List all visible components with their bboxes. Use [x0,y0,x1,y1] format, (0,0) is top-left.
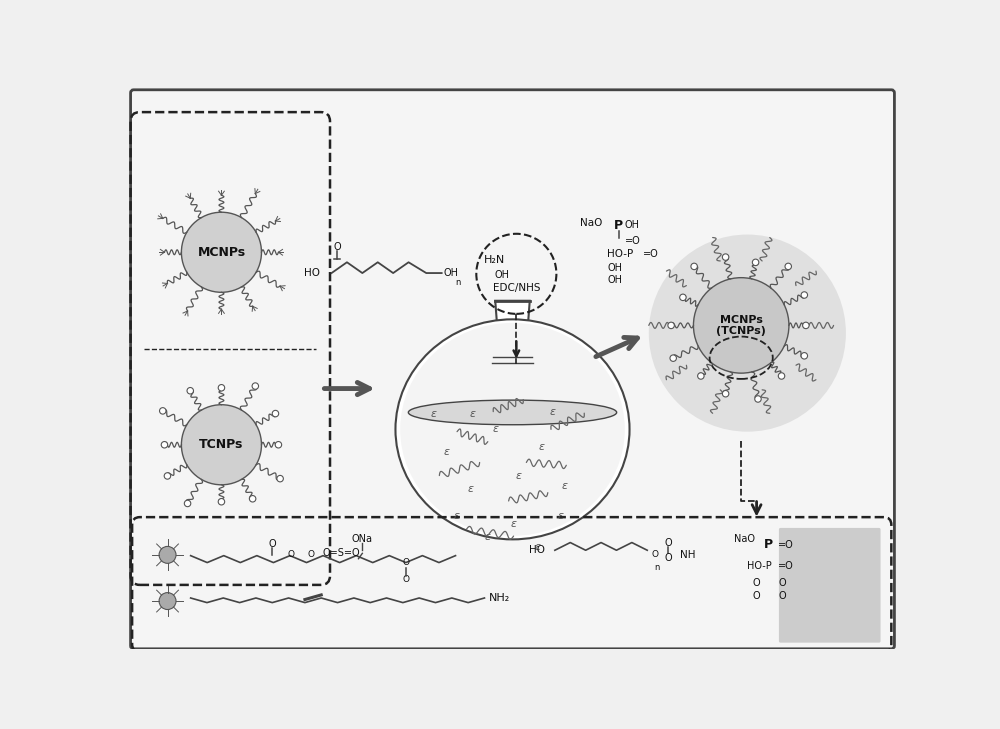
Circle shape [164,472,171,479]
Circle shape [249,496,256,502]
Circle shape [778,373,785,379]
Circle shape [680,294,686,300]
Circle shape [277,475,283,482]
Text: =O: =O [778,561,794,571]
Text: O: O [403,558,410,567]
Text: ε: ε [467,483,473,494]
Circle shape [801,292,808,298]
Text: HO: HO [529,545,545,555]
Text: NH₂: NH₂ [489,593,510,603]
Circle shape [181,212,261,292]
Text: =O: =O [625,235,641,246]
Ellipse shape [408,400,617,425]
Text: ε: ε [493,424,499,434]
Text: ε: ε [557,511,563,521]
FancyBboxPatch shape [779,528,881,643]
Text: OH: OH [443,268,458,278]
Text: NaO: NaO [734,534,755,545]
Text: O: O [651,550,658,559]
Circle shape [272,410,279,417]
Circle shape [785,263,791,270]
Text: EDC/NHS: EDC/NHS [493,283,540,292]
Circle shape [755,396,761,402]
Circle shape [752,259,759,265]
Text: ε: ε [511,519,517,529]
Text: MCNPs: MCNPs [197,246,246,259]
Text: =O: =O [643,249,659,259]
Circle shape [218,384,225,391]
Circle shape [218,499,225,505]
Text: HO-P: HO-P [747,561,772,571]
Text: MCNPs
(TCNPs): MCNPs (TCNPs) [716,315,766,336]
Text: ε: ε [454,511,460,521]
Text: O: O [403,575,410,584]
Circle shape [275,442,282,448]
Text: ε: ε [444,448,450,458]
Text: NaO: NaO [580,218,603,228]
Ellipse shape [400,323,625,536]
Circle shape [184,500,191,507]
Text: ε: ε [516,470,522,480]
Text: ε: ε [485,532,491,542]
Circle shape [803,322,809,329]
Circle shape [670,355,676,362]
Text: ε: ε [534,542,540,552]
Text: ε: ε [539,442,545,452]
Circle shape [159,547,176,564]
Text: O: O [778,591,786,601]
Circle shape [801,353,808,359]
Circle shape [252,383,259,389]
Text: ε: ε [469,409,475,419]
Text: O: O [664,553,672,563]
FancyBboxPatch shape [131,90,894,649]
Text: HO-P: HO-P [607,249,633,259]
Text: OH: OH [625,220,640,230]
Text: ε: ε [562,480,568,491]
Text: P: P [614,219,623,232]
Text: =O: =O [778,540,794,550]
Circle shape [649,235,846,432]
Text: OH: OH [607,262,622,273]
Circle shape [698,373,704,379]
Text: P: P [764,538,773,551]
Circle shape [160,408,166,414]
Text: n: n [655,564,660,572]
Ellipse shape [395,319,630,539]
Circle shape [187,388,193,394]
Circle shape [691,263,697,270]
Circle shape [668,322,674,329]
Text: NH: NH [680,550,696,560]
Text: O: O [778,578,786,588]
Circle shape [722,254,729,260]
Text: O: O [307,550,314,559]
Text: OH: OH [495,270,510,281]
Text: n: n [455,278,460,286]
Text: ε: ε [431,409,437,419]
Circle shape [159,593,176,609]
Text: ONa: ONa [352,534,373,545]
Circle shape [181,405,261,485]
Text: O: O [753,578,760,588]
Text: OH: OH [607,275,622,285]
Text: ε: ε [550,407,556,417]
Text: O: O [753,591,760,601]
Text: H₂N: H₂N [484,255,505,265]
Polygon shape [495,301,530,366]
Circle shape [722,391,729,397]
Text: O=S=O: O=S=O [323,548,360,558]
Text: O: O [333,242,341,252]
Circle shape [161,442,168,448]
Text: O: O [287,550,294,559]
Circle shape [693,278,789,373]
Text: TCNPs: TCNPs [199,438,244,451]
Text: HO: HO [304,268,320,278]
Text: O: O [664,537,672,547]
Text: O: O [268,539,276,549]
